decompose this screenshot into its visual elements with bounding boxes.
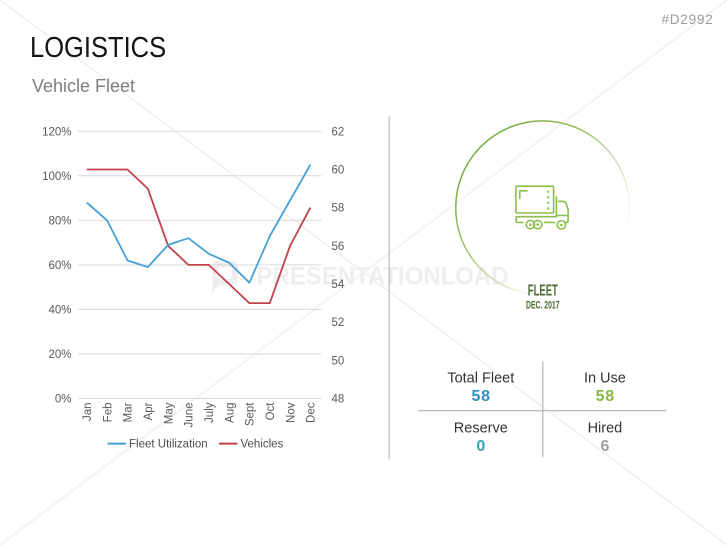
svg-text:60%: 60% <box>48 260 71 272</box>
svg-text:120%: 120% <box>42 126 71 138</box>
svg-text:Fleet Utilization: Fleet Utilization <box>129 439 208 451</box>
svg-text:54: 54 <box>332 279 345 291</box>
svg-text:PRESENTATIONLOAD: PRESENTATIONLOAD <box>257 263 509 291</box>
svg-text:40%: 40% <box>48 304 71 316</box>
svg-text:DEC. 2017: DEC. 2017 <box>526 299 560 311</box>
svg-text:80%: 80% <box>48 215 71 227</box>
svg-text:Dec: Dec <box>306 402 318 423</box>
svg-text:62: 62 <box>332 126 345 138</box>
svg-text:July: July <box>204 402 216 423</box>
svg-text:Sept: Sept <box>245 402 257 426</box>
svg-text:58: 58 <box>472 388 491 405</box>
svg-text:0: 0 <box>476 438 485 455</box>
svg-text:Jan: Jan <box>82 403 94 422</box>
svg-text:58: 58 <box>332 203 345 215</box>
svg-text:20%: 20% <box>48 349 71 361</box>
svg-text:May: May <box>163 402 175 424</box>
svg-text:Apr: Apr <box>143 402 155 420</box>
svg-text:Mar: Mar <box>123 402 135 422</box>
svg-text:56: 56 <box>332 241 345 253</box>
svg-text:Total Fleet: Total Fleet <box>447 371 514 387</box>
svg-text:Hired: Hired <box>588 421 623 437</box>
svg-text:48: 48 <box>332 394 345 406</box>
svg-text:6: 6 <box>600 438 609 455</box>
svg-text:60: 60 <box>332 165 345 177</box>
svg-text:Nov: Nov <box>285 402 297 423</box>
svg-text:June: June <box>184 403 196 428</box>
svg-text:50: 50 <box>332 355 345 367</box>
svg-text:Oct: Oct <box>265 402 277 421</box>
svg-text:100%: 100% <box>42 171 71 183</box>
svg-text:Feb: Feb <box>102 403 114 423</box>
svg-text:FLEET: FLEET <box>528 282 558 299</box>
svg-text:58: 58 <box>596 388 615 405</box>
svg-text:Aug: Aug <box>224 403 236 423</box>
svg-text:0%: 0% <box>55 394 72 406</box>
svg-text:52: 52 <box>332 317 345 329</box>
svg-text:Vehicles: Vehicles <box>241 439 284 451</box>
svg-text:In Use: In Use <box>584 371 626 387</box>
svg-text:Reserve: Reserve <box>454 421 508 437</box>
